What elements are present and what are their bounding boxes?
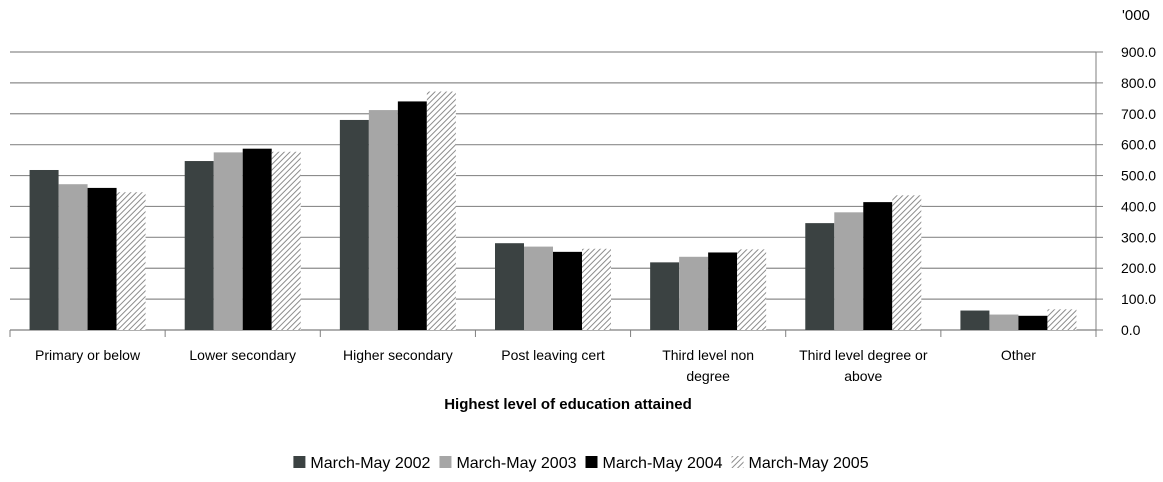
bar xyxy=(863,202,893,330)
bar xyxy=(426,91,456,330)
bar xyxy=(29,169,59,330)
y-tick-label: 900.0 xyxy=(1121,44,1156,60)
x-axis-title: Highest level of education attained xyxy=(444,396,692,413)
legend-swatch xyxy=(585,456,598,468)
x-category-label: Post leaving cert xyxy=(501,347,605,363)
y-tick-label: 100.0 xyxy=(1121,291,1156,307)
bar xyxy=(495,243,524,330)
y-axis-ticks: 0.0 100.0 200.0 300.0 400.0 500.0 600.0 700.0 80… xyxy=(1121,44,1156,338)
legend-swatch xyxy=(731,456,744,468)
legend: March-May 2002 March-May 2003 March-May 20… xyxy=(293,455,869,472)
x-axis-categories: Primary or below Lower secondary Higher se… xyxy=(9,330,1097,384)
legend-label: March-May 2005 xyxy=(749,455,869,472)
x-category-label: Other xyxy=(1001,347,1036,363)
bar xyxy=(242,148,272,330)
y-tick-label: 0.0 xyxy=(1121,322,1141,338)
x-category-label: Third level degree or xyxy=(799,347,928,363)
bar xyxy=(1047,309,1077,330)
bar xyxy=(805,223,835,330)
unit-label: '000 xyxy=(1122,7,1150,24)
bar xyxy=(184,161,214,330)
bar xyxy=(834,212,864,330)
bar xyxy=(524,246,553,330)
bar xyxy=(679,256,709,330)
x-category-label: above xyxy=(844,368,882,384)
bar xyxy=(368,110,398,331)
bar xyxy=(960,310,990,330)
bar xyxy=(397,101,427,330)
y-tick-label: 300.0 xyxy=(1121,229,1156,245)
bar xyxy=(989,314,1019,330)
bar xyxy=(213,152,243,330)
x-category-label: Higher secondary xyxy=(343,347,453,363)
bar xyxy=(271,151,301,330)
y-tick-label: 200.0 xyxy=(1121,260,1156,276)
y-tick-label: 400.0 xyxy=(1121,198,1156,214)
x-category-label: degree xyxy=(686,368,730,384)
bar xyxy=(58,184,88,330)
bar xyxy=(892,195,922,330)
bar xyxy=(737,249,767,330)
legend-label: March-May 2004 xyxy=(603,455,723,472)
x-category-label: Third level non xyxy=(662,347,754,363)
bar xyxy=(87,187,117,330)
legend-label: March-May 2003 xyxy=(456,455,576,472)
bar xyxy=(650,262,680,330)
y-tick-label: 800.0 xyxy=(1121,75,1156,91)
y-tick-label: 700.0 xyxy=(1121,106,1156,122)
legend-swatch xyxy=(439,456,452,468)
x-category-label: Lower secondary xyxy=(189,347,296,363)
legend-swatch xyxy=(293,456,306,468)
bar xyxy=(553,251,582,330)
bar xyxy=(708,252,738,330)
bar xyxy=(582,248,611,330)
y-tick-label: 600.0 xyxy=(1121,137,1156,153)
bar xyxy=(339,119,369,330)
bar xyxy=(1018,315,1048,330)
y-tick-label: 500.0 xyxy=(1121,168,1156,184)
bars xyxy=(29,91,1077,331)
x-category-label: Primary or below xyxy=(35,347,141,363)
legend-label: March-May 2002 xyxy=(310,455,430,472)
bar xyxy=(116,192,146,330)
